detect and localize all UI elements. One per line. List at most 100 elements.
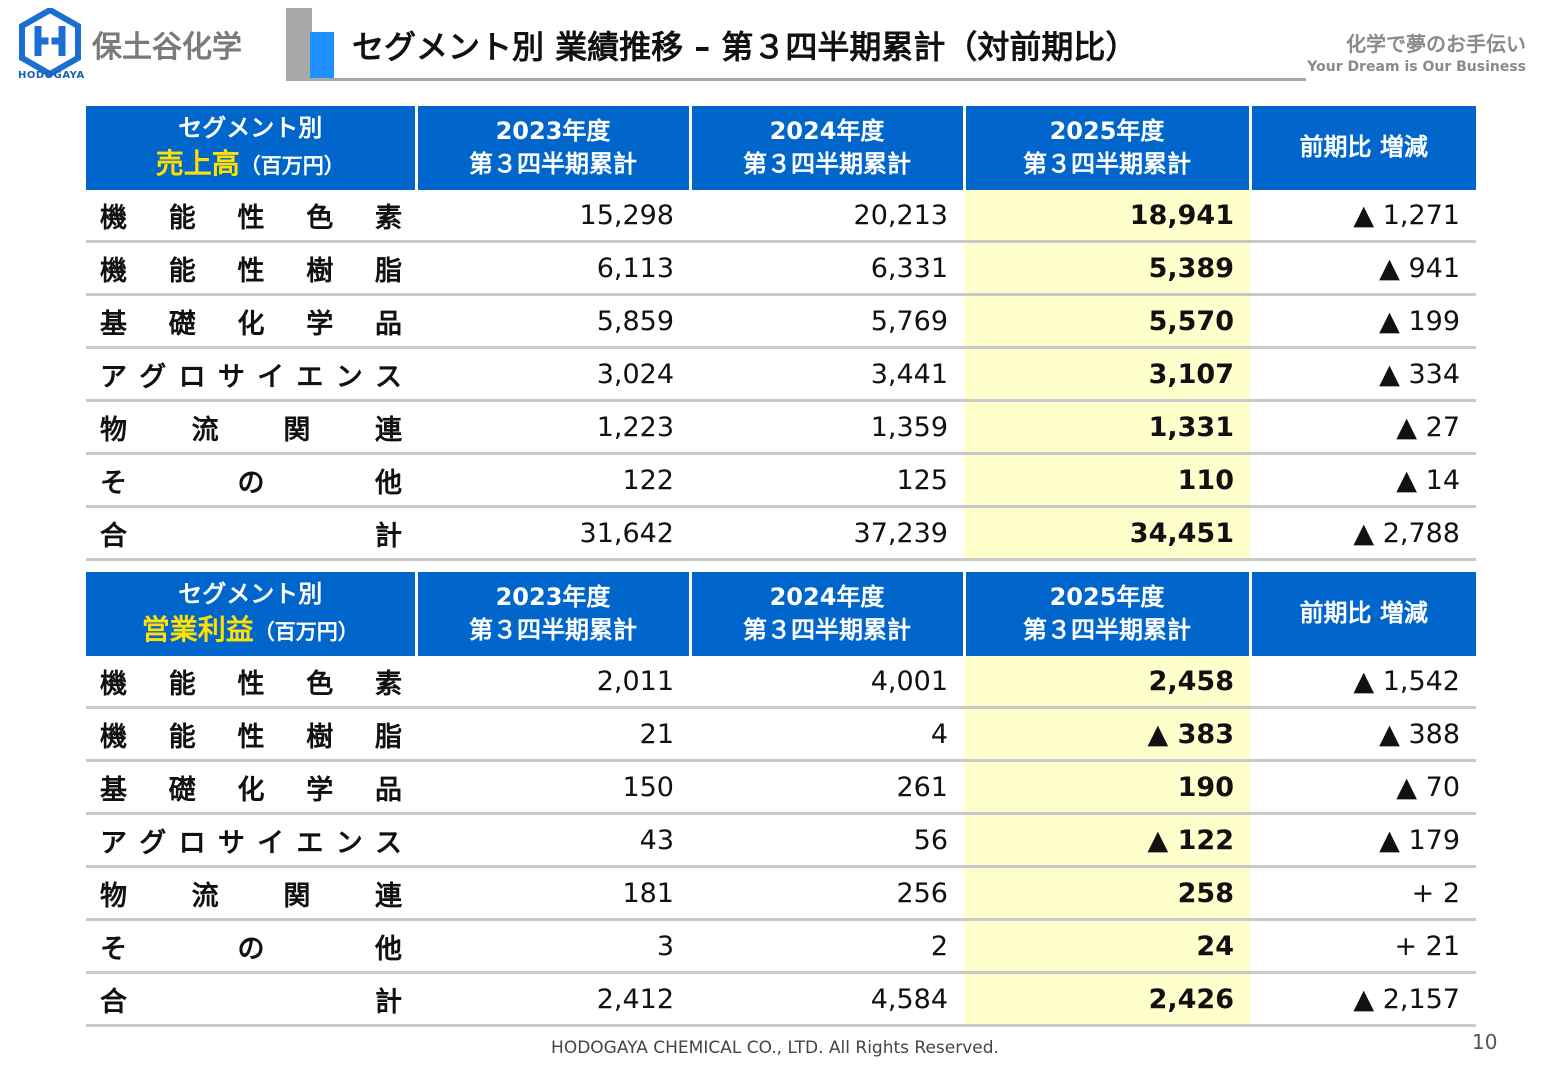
profit-value-y2025: ▲ 122 [964, 813, 1250, 868]
profit-value-change: ▲ 70 [1250, 760, 1476, 815]
segment-label-char: 性 [237, 255, 265, 287]
profit-header-line1: セグメント別 [178, 580, 323, 609]
profit-value-y2023: 2,412 [416, 972, 690, 1027]
segment-label-char: サ [217, 361, 245, 393]
sales-value-change: ▲ 334 [1250, 347, 1476, 402]
profit-value-y2023: 3 [416, 919, 690, 974]
profit-value-y2025: 24 [964, 919, 1250, 974]
segment-label-char: 能 [168, 255, 196, 287]
segment-label-char: 物 [100, 414, 127, 446]
segment-label: その他 [86, 919, 416, 974]
col-2025-line2: 第３四半期累計 [1023, 150, 1191, 178]
segment-label-char: ン [335, 827, 363, 859]
table-row: 機 能 性 色 素 2,011 4,001 2,458 ▲ 1,542 [86, 656, 1476, 709]
sales-col-change: 前期比 増減 [1248, 106, 1476, 190]
segment-label-char: ン [335, 361, 363, 393]
profit-value-change: + 21 [1250, 919, 1476, 974]
segment-label-char: イ [257, 827, 285, 859]
table-row: 物 流 関 連 1,223 1,359 1,331 ▲ 27 [86, 400, 1476, 455]
profit-col-2025: 2025年度 第３四半期累計 [962, 572, 1252, 656]
segment-label-char: 機 [100, 202, 127, 234]
segment-label-char: 能 [168, 668, 196, 700]
sales-value-y2025: 5,570 [964, 294, 1250, 349]
slogan: 化学で夢のお手伝い Your Dream is Our Business [1307, 28, 1526, 75]
sales-header-line1: セグメント別 [178, 114, 323, 143]
sales-value-change: ▲ 2,788 [1250, 506, 1476, 561]
segment-label: アグロサイエンス [86, 347, 416, 402]
sales-header-highlight: 売上高 [155, 147, 240, 181]
col-2023-line2: 第３四半期累計 [469, 616, 637, 644]
segment-label-char: ア [100, 361, 127, 393]
table-row: 基 礎 化 学 品 150 261 190 ▲ 70 [86, 760, 1476, 815]
table-row: そ の 他 122 125 110 ▲ 14 [86, 453, 1476, 508]
sales-body: 機能性色素 15,298 20,213 18,941 ▲ 1,271 機能性樹脂 6,113… [86, 190, 1476, 561]
profit-col-2024: 2024年度 第３四半期累計 [688, 572, 966, 656]
profit-value-y2024: 4 [690, 707, 964, 762]
segment-label-char: 化 [237, 774, 265, 806]
company-logo-icon [19, 8, 81, 78]
segment-label-char: 学 [306, 308, 334, 340]
segment-label-char: 機 [100, 721, 127, 753]
segment-label-char: 関 [283, 414, 311, 446]
page-title: セグメント別 業績推移 – 第３四半期累計（対前期比） [352, 28, 1138, 66]
sales-value-y2023: 3,024 [416, 347, 690, 402]
profit-body: 機能性色素 2,011 4,001 2,458 ▲ 1,542 機能性樹脂 21 4 ▲ 383… [86, 656, 1476, 1027]
sales-header-unit: （百万円） [239, 154, 345, 179]
table-row: 機 能 性 色 素 15,298 20,213 18,941 ▲ 1,271 [86, 190, 1476, 243]
profit-table: セグメント別 営業利益（百万円） 2023年度 第３四半期累計 2024年度 第… [86, 572, 1476, 1027]
profit-value-y2025: ▲ 383 [964, 707, 1250, 762]
sales-value-y2025: 18,941 [964, 190, 1250, 243]
segment-label-char: 計 [375, 986, 402, 1018]
col-2024-line2: 第３四半期累計 [743, 150, 911, 178]
sales-col-2023: 2023年度 第３四半期累計 [414, 106, 692, 190]
segment-label-char: そ [100, 933, 127, 965]
sales-value-y2025: 34,451 [964, 506, 1250, 561]
sales-value-change: ▲ 14 [1250, 453, 1476, 508]
segment-label: 物流関連 [86, 400, 416, 455]
profit-value-y2023: 43 [416, 813, 690, 868]
sales-value-y2025: 110 [964, 453, 1250, 508]
table-row: 基 礎 化 学 品 5,859 5,769 5,570 ▲ 199 [86, 294, 1476, 349]
sales-value-y2024: 1,359 [690, 400, 964, 455]
segment-label-char: 関 [283, 880, 311, 912]
segment-label-char: 礎 [168, 308, 196, 340]
table-row: アグロサイエンス 43 56 ▲ 122 ▲ 179 [86, 813, 1476, 868]
profit-value-y2025: 2,426 [964, 972, 1250, 1027]
profit-header-highlight: 営業利益 [141, 613, 254, 647]
copyright: HODOGAYA CHEMICAL CO., LTD. All Rights R… [551, 1038, 999, 1058]
table-row: 合計 31,642 37,239 34,451 ▲ 2,788 [86, 506, 1476, 561]
sales-table: セグメント別 売上高（百万円） 2023年度 第３四半期累計 2024年度 第３… [86, 106, 1476, 561]
segment-label-char: ア [100, 827, 127, 859]
segment-label-char: 性 [237, 668, 265, 700]
profit-value-y2023: 2,011 [416, 656, 690, 709]
title-accent-blue [310, 32, 334, 80]
segment-label-char: 学 [306, 774, 334, 806]
segment-label-char: 能 [168, 721, 196, 753]
col-2023-line2: 第３四半期累計 [469, 150, 637, 178]
sales-header-row: セグメント別 売上高（百万円） 2023年度 第３四半期累計 2024年度 第３… [86, 106, 1476, 190]
segment-label-char: 性 [237, 721, 265, 753]
profit-value-y2023: 21 [416, 707, 690, 762]
sales-value-change: ▲ 941 [1250, 241, 1476, 296]
segment-label-char: 色 [306, 202, 334, 234]
segment-label: その他 [86, 453, 416, 508]
segment-label-char: 機 [100, 255, 127, 287]
profit-value-y2025: 258 [964, 866, 1250, 921]
segment-label-char: の [237, 467, 265, 499]
col-2024-line1: 2024年度 [769, 582, 885, 611]
sales-value-change: ▲ 199 [1250, 294, 1476, 349]
segment-label-char: 品 [375, 308, 402, 340]
sales-value-change: ▲ 1,271 [1250, 190, 1476, 243]
segment-label: 機能性色素 [86, 656, 416, 709]
profit-col-change: 前期比 増減 [1248, 572, 1476, 656]
profit-header-row: セグメント別 営業利益（百万円） 2023年度 第３四半期累計 2024年度 第… [86, 572, 1476, 656]
page-number: 10 [1472, 1030, 1498, 1054]
segment-label-char: 連 [374, 880, 402, 912]
segment-label-char: 樹 [306, 255, 334, 287]
segment-label-char: ス [374, 827, 402, 859]
segment-label-char: 色 [306, 668, 334, 700]
segment-label-char: サ [217, 827, 245, 859]
segment-label-char: 化 [237, 308, 265, 340]
sales-value-y2024: 125 [690, 453, 964, 508]
profit-value-change: + 2 [1250, 866, 1476, 921]
